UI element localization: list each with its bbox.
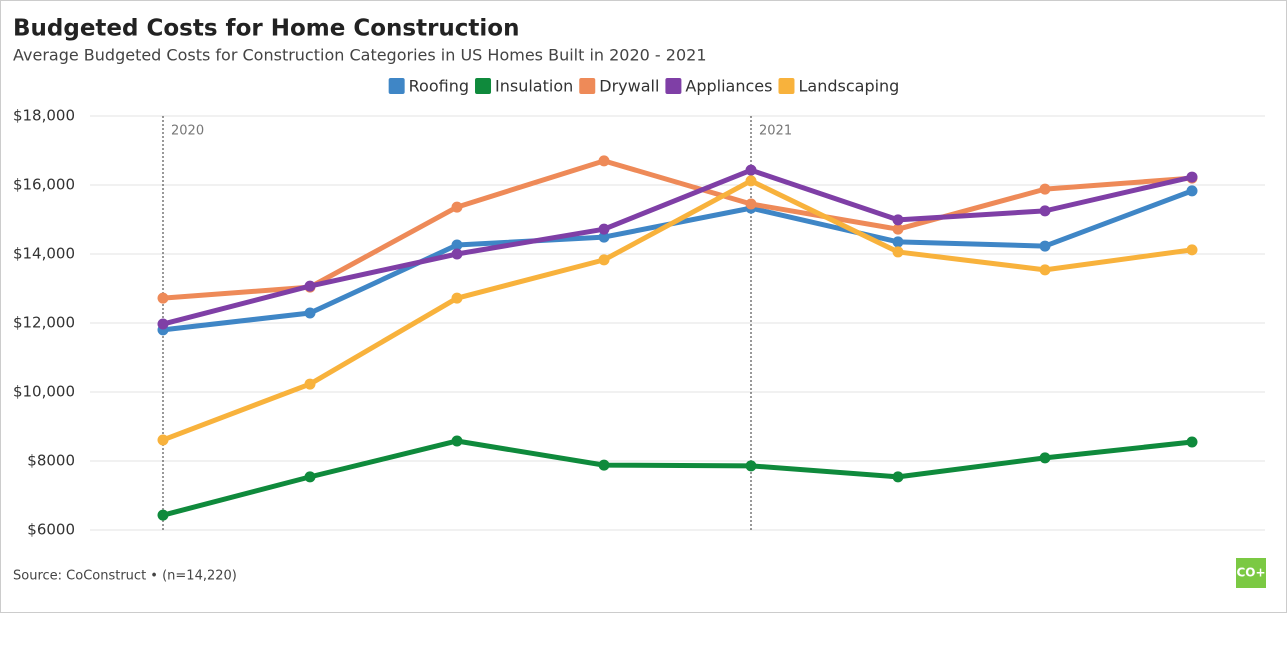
y-tick-label: $14,000 bbox=[13, 245, 75, 263]
series-point bbox=[892, 214, 904, 226]
series-point bbox=[598, 231, 610, 243]
series-point bbox=[157, 292, 169, 304]
series-point bbox=[157, 509, 169, 521]
legend-swatch bbox=[665, 78, 682, 94]
series-point bbox=[157, 434, 169, 446]
card bbox=[0, 0, 1287, 613]
y-tick-label: $12,000 bbox=[13, 314, 75, 332]
series-line bbox=[162, 167, 1193, 327]
series-point bbox=[451, 435, 463, 447]
series-point bbox=[1039, 205, 1051, 217]
series-point bbox=[745, 198, 757, 210]
series-point bbox=[598, 254, 610, 266]
chart-title: Budgeted Costs for Home Construction bbox=[13, 16, 519, 42]
series-point bbox=[1186, 171, 1198, 183]
series-point bbox=[304, 307, 316, 319]
series-line bbox=[162, 158, 1193, 301]
legend-label: Insulation bbox=[495, 77, 573, 96]
y-tick-label: $10,000 bbox=[13, 383, 75, 401]
series-point bbox=[1039, 452, 1051, 464]
series-point bbox=[598, 459, 610, 471]
series-line bbox=[162, 438, 1193, 518]
legend-swatch bbox=[579, 78, 596, 94]
series-point bbox=[304, 378, 316, 390]
legend-swatch bbox=[778, 78, 795, 94]
series-point bbox=[1039, 240, 1051, 252]
chart-subtitle: Average Budgeted Costs for Construction … bbox=[13, 46, 707, 65]
series-point bbox=[1186, 436, 1198, 448]
series-point bbox=[745, 164, 757, 176]
legend-swatch bbox=[388, 78, 405, 94]
legend-label: Landscaping bbox=[798, 77, 899, 96]
series-point bbox=[451, 248, 463, 260]
y-tick-label: $8000 bbox=[27, 452, 75, 470]
logo: CO+ bbox=[1236, 566, 1265, 580]
series-point bbox=[451, 292, 463, 304]
legend-swatch bbox=[475, 78, 492, 94]
series-point bbox=[892, 471, 904, 483]
series-point bbox=[1186, 185, 1198, 197]
legend-label: Roofing bbox=[409, 77, 469, 96]
series-point bbox=[892, 246, 904, 258]
legend-label: Drywall bbox=[599, 77, 659, 96]
series-point bbox=[892, 236, 904, 248]
series-point bbox=[1186, 244, 1198, 256]
series-point bbox=[745, 175, 757, 187]
source: Source: CoConstruct • (n=14,220) bbox=[13, 569, 237, 584]
series-point bbox=[598, 155, 610, 167]
y-tick-label: $18,000 bbox=[13, 107, 75, 125]
series-point bbox=[451, 239, 463, 251]
annotation-label: 2021 bbox=[759, 124, 792, 139]
y-tick-label: $16,000 bbox=[13, 176, 75, 194]
legend-label: Appliances bbox=[685, 77, 772, 96]
series-point bbox=[745, 460, 757, 472]
series-point bbox=[1039, 183, 1051, 195]
logo-box bbox=[1236, 558, 1266, 588]
series-point bbox=[892, 223, 904, 235]
series-point bbox=[157, 318, 169, 330]
series-line bbox=[162, 178, 1193, 443]
series-point bbox=[304, 280, 316, 292]
series-point bbox=[304, 471, 316, 483]
y-tick-label: $6000 bbox=[27, 521, 75, 539]
annotation-label: 2020 bbox=[171, 124, 204, 139]
series-point bbox=[451, 201, 463, 213]
series-point bbox=[1039, 264, 1051, 276]
series-point bbox=[598, 223, 610, 235]
